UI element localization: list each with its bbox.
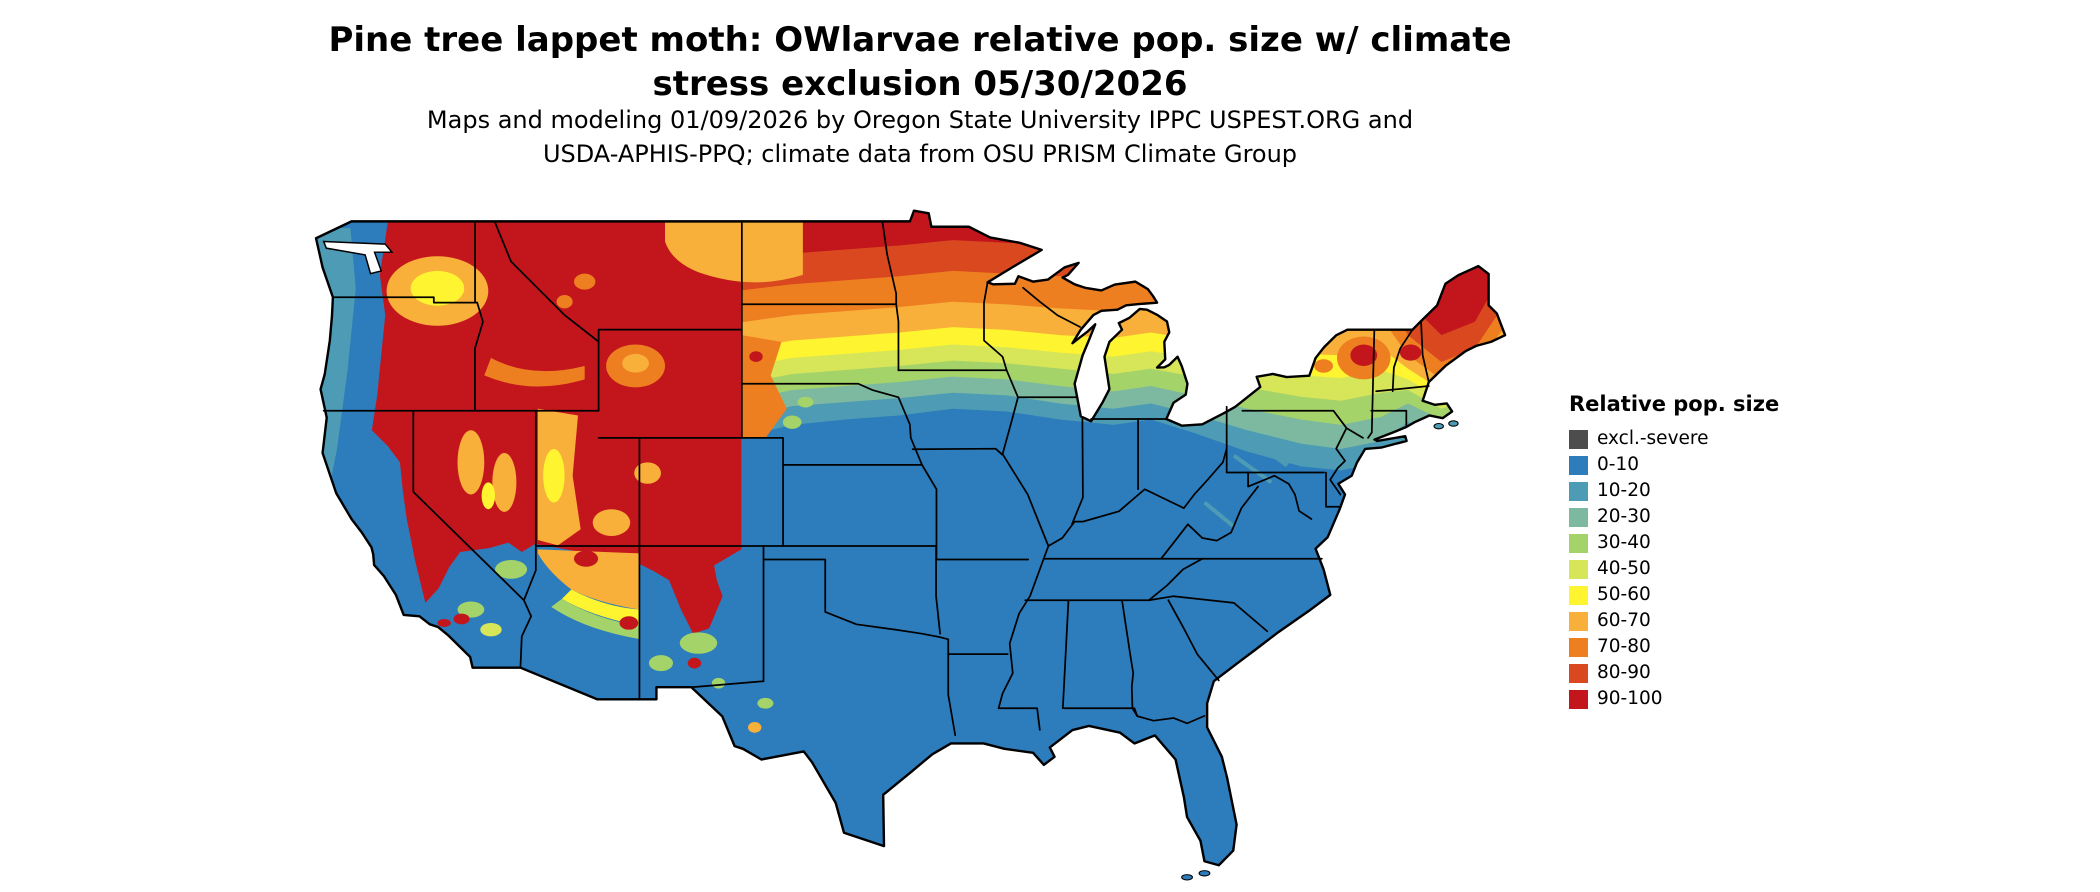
legend-label: 0-10: [1597, 453, 1639, 475]
legend-row: 40-50: [1569, 556, 1829, 582]
legend-row: 50-60: [1569, 582, 1829, 608]
legend-row: 80-90: [1569, 660, 1829, 686]
legend-swatch: [1569, 585, 1588, 605]
legend-swatch: [1569, 663, 1588, 683]
figure-subtitle: Maps and modeling 01/09/2026 by Oregon S…: [0, 104, 1840, 171]
legend-row: 60-70: [1569, 608, 1829, 634]
legend-swatch: [1569, 559, 1588, 579]
legend-row: 0-10: [1569, 452, 1829, 478]
legend-label: 30-40: [1597, 531, 1651, 553]
legend-label: excl.-severe: [1597, 427, 1709, 449]
legend-label: 50-60: [1597, 583, 1651, 605]
legend-row: excl.-severe: [1569, 426, 1829, 452]
offshore-islands: [1181, 420, 1459, 881]
map-legend: Relative pop. size excl.-severe 0-10 10-…: [1569, 392, 1829, 712]
legend-row: 70-80: [1569, 634, 1829, 660]
legend-row: 90-100: [1569, 686, 1829, 712]
figure-subtitle-line1: Maps and modeling 01/09/2026 by Oregon S…: [426, 106, 1414, 134]
legend-label: 80-90: [1597, 661, 1651, 683]
legend-label: 40-50: [1597, 557, 1651, 579]
legend-swatch: [1569, 481, 1588, 501]
legend-label: 10-20: [1597, 479, 1651, 501]
us-map-svg: [314, 209, 1507, 881]
legend-swatch: [1569, 637, 1588, 657]
legend-rows: excl.-severe 0-10 10-20 20-30 30-40 40-5…: [1569, 426, 1829, 712]
legend-swatch: [1569, 455, 1588, 475]
legend-swatch: [1569, 533, 1588, 553]
puget-sound-water: [322, 240, 394, 275]
figure-title-line2: stress exclusion 05/30/2026: [652, 64, 1188, 105]
legend-swatch: [1569, 689, 1588, 709]
legend-row: 30-40: [1569, 530, 1829, 556]
legend-label: 60-70: [1597, 609, 1651, 631]
legend-swatch: [1569, 611, 1588, 631]
figure-subtitle-line2: USDA-APHIS-PPQ; climate data from OSU PR…: [542, 139, 1298, 168]
legend-label: 70-80: [1597, 635, 1651, 657]
legend-row: 10-20: [1569, 478, 1829, 504]
legend-swatch: [1569, 429, 1588, 449]
legend-label: 90-100: [1597, 687, 1663, 709]
us-map: [310, 208, 1526, 884]
legend-title: Relative pop. size: [1569, 392, 1780, 416]
legend-label: 20-30: [1597, 505, 1651, 527]
state-borders: [322, 220, 1430, 737]
figure-header: Pine tree lappet moth: OWlarvae relative…: [0, 18, 1840, 106]
legend-row: 20-30: [1569, 504, 1829, 530]
figure-title: Pine tree lappet moth: OWlarvae relative…: [0, 18, 1840, 106]
legend-swatch: [1569, 507, 1588, 527]
figure-title-line1: Pine tree lappet moth: OWlarvae relative…: [328, 20, 1512, 60]
us-outline: [314, 209, 1507, 867]
